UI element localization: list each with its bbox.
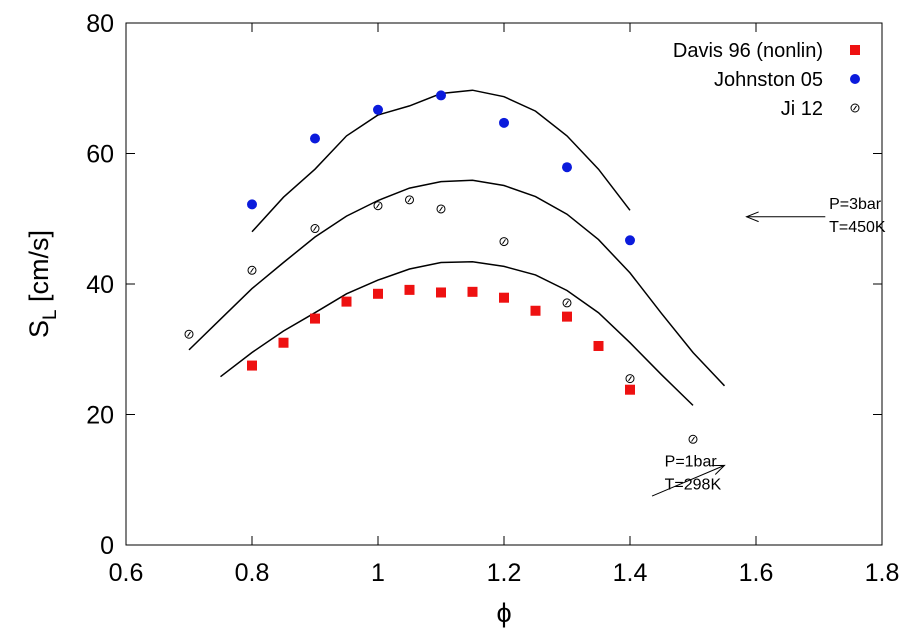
data-point-ji-12 <box>625 374 635 384</box>
annotation-text-1: P=3bar T=450K <box>829 196 886 236</box>
annotation-arrow-shaft <box>651 464 725 497</box>
data-point-davis-96-nonlin <box>593 340 604 351</box>
axes: 0.6 0.8 1 1.2 1.4 1.6 1.8 0 20 40 60 80 ϕ SL [cm/s] <box>24 10 899 628</box>
open-circle-ring <box>436 204 446 214</box>
open-circle-tick <box>628 376 632 382</box>
open-circle-tick <box>565 300 569 306</box>
y-axis-title: SL [cm/s] <box>24 230 61 338</box>
open-circle-ring <box>625 374 635 384</box>
annotation-text-2: P=1bar T=298K <box>665 454 722 494</box>
open-circle-ring <box>310 224 320 234</box>
data-point-davis-96-nonlin <box>436 287 446 298</box>
data-point-ji-12 <box>562 298 572 308</box>
open-circle-ring <box>850 103 860 113</box>
open-circle-tick <box>407 197 412 203</box>
data-point-davis-96-nonlin <box>499 292 509 303</box>
legend-label: Davis 96 (nonlin) <box>673 40 823 62</box>
open-circle-tick <box>853 105 857 111</box>
open-circle-tick <box>187 331 191 337</box>
x-tick-label: 1 <box>371 559 385 587</box>
legend: Davis 96 (nonlin) Johnston 05 Ji 12 <box>673 40 860 120</box>
open-circle-ring <box>373 201 383 211</box>
y-tick-label: 60 <box>86 141 114 169</box>
data-point-davis-96-nonlin <box>562 311 572 322</box>
data-point-ji-12 <box>373 201 383 211</box>
y-tick-label: 20 <box>86 402 114 430</box>
y-axis-title-subscript: L <box>40 309 61 320</box>
data-point-davis-96-nonlin <box>467 286 478 297</box>
legend-label: Ji 12 <box>781 98 823 120</box>
model-line-1 <box>220 261 694 406</box>
y-tick-label: 80 <box>86 10 114 38</box>
x-axis-title: ϕ <box>496 598 511 628</box>
annotation-line: P=3bar <box>829 196 882 213</box>
open-circle-ring <box>247 265 257 275</box>
data-point-davis-96-nonlin <box>247 360 257 371</box>
data-point-johnston-05 <box>499 117 509 128</box>
open-circle-tick <box>691 436 695 442</box>
annotation-arrow-head <box>745 211 759 223</box>
data-point-ji-12 <box>310 224 320 234</box>
data-point-johnston-05 <box>247 199 257 210</box>
data-point-johnston-05 <box>625 235 635 246</box>
data-point-davis-96-nonlin <box>404 284 415 295</box>
data-point-davis-96-nonlin <box>530 305 541 316</box>
open-circle-tick <box>313 226 317 232</box>
open-circle-tick <box>250 267 254 273</box>
open-circle-tick <box>439 206 443 212</box>
y-tick-label: 40 <box>86 271 114 299</box>
data-point-ji-12 <box>247 265 257 275</box>
x-tick-label: 1.4 <box>613 559 648 587</box>
data-point-ji-12 <box>499 237 509 247</box>
annotations: P=3bar T=450K P=1bar T=298K <box>651 196 886 497</box>
annotation-arrow-head <box>711 464 726 475</box>
annotation-line: T=450K <box>829 219 886 236</box>
open-circle-ring <box>184 329 194 339</box>
open-circle-ring <box>562 298 572 308</box>
x-tick-label: 1.6 <box>739 559 774 587</box>
data-point-ji-12 <box>688 434 698 444</box>
data-point-davis-96-nonlin <box>373 288 383 299</box>
x-tick-label: 1.8 <box>865 559 900 587</box>
open-circle-tick <box>502 239 506 245</box>
data-point-davis-96-nonlin <box>278 337 289 348</box>
data-point-ji-12 <box>184 329 194 339</box>
y-tick-label: 0 <box>100 532 114 560</box>
model-line-2 <box>188 179 726 387</box>
data-point-johnston-05 <box>436 90 446 101</box>
x-tick-label: 0.6 <box>109 559 144 587</box>
x-tick-label: 1.2 <box>487 559 522 587</box>
data-point-davis-96-nonlin <box>341 296 352 307</box>
legend-label: Johnston 05 <box>714 69 823 91</box>
y-axis-title-unit: [cm/s] <box>24 230 54 310</box>
x-tick-label: 0.8 <box>235 559 270 587</box>
data-point-ji-12 <box>436 204 446 214</box>
data-point-davis-96-nonlin <box>310 313 320 324</box>
legend-marker <box>850 74 860 84</box>
y-axis-title-main: S <box>24 320 54 338</box>
data-point-davis-96-nonlin <box>625 384 635 395</box>
data-point-johnston-05 <box>310 133 320 144</box>
open-circle-ring <box>499 237 509 247</box>
annotation-line: P=1bar <box>665 454 718 471</box>
open-circle-tick <box>376 203 380 209</box>
data-point-johnston-05 <box>373 104 383 115</box>
annotation-line: T=298K <box>665 477 722 494</box>
open-circle-ring <box>688 434 698 444</box>
data-layer <box>184 89 726 444</box>
legend-marker <box>850 103 860 113</box>
data-point-ji-12 <box>405 195 414 205</box>
legend-marker <box>850 45 860 55</box>
data-point-johnston-05 <box>562 162 572 173</box>
open-circle-ring <box>405 195 414 205</box>
